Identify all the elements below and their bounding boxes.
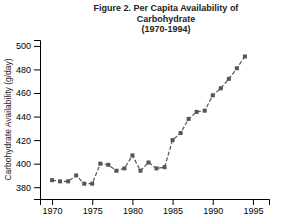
y-axis-line [34,41,41,200]
tick-mark [34,164,40,165]
tick-label: 500 [16,41,31,51]
marker [146,160,150,164]
marker [98,162,102,166]
marker [227,77,231,81]
tick: 480 [16,65,40,75]
marker [243,54,247,58]
x-axis: 1970 1975 1980 1985 1990 1995 [41,199,270,216]
marker [219,86,223,90]
tick: 400 [16,159,40,169]
tick-label: 1990 [203,206,223,216]
marker [82,182,86,186]
tick: 500 [16,41,40,51]
tick: 1990 [203,199,223,216]
tick: 440 [16,112,40,122]
marker [138,169,142,173]
marker [203,109,207,113]
marks [50,54,247,185]
tick-mark [132,199,133,205]
tick-mark [34,140,40,141]
marker [74,173,78,177]
tick: 420 [16,135,40,145]
chart: 1970 1975 1980 1985 1990 1995 380 400 420 440 460 4… [0,0,281,219]
tick-label: 400 [16,159,31,169]
marker [50,178,54,182]
marker [58,179,62,183]
tick-mark [213,199,214,205]
marker [195,110,199,114]
marker [235,66,239,70]
tick-label: 1995 [243,206,263,216]
x-axis-line [41,200,270,206]
tick-mark [34,69,40,70]
marker [122,166,126,170]
tick-label: 480 [16,65,31,75]
tick: 1975 [83,199,103,216]
tick-label: 1975 [83,206,103,216]
tick-label: 420 [16,135,31,145]
tick: 1985 [163,199,183,216]
tick-mark [173,199,174,205]
tick-label: 440 [16,112,31,122]
marker [163,165,167,169]
marker [187,117,191,121]
plot: 1970 1975 1980 1985 1990 1995 380 400 420 440 460 4… [16,41,270,217]
marker [66,179,70,183]
tick-label: 460 [16,88,31,98]
marker [155,166,159,170]
marker [130,153,134,157]
tick-mark [92,199,93,205]
tick-mark [34,117,40,118]
marker [171,138,175,142]
tick: 1980 [123,199,143,216]
tick-mark [34,93,40,94]
tick: 1970 [43,199,63,216]
tick-label: 380 [16,183,31,193]
title-line: Figure 2. Per Capita Availability of [94,3,240,13]
tick-mark [34,46,40,47]
tick: 1995 [243,199,263,216]
tick-mark [52,199,53,205]
title-line: (1970-1994) [141,24,190,34]
tick: 460 [16,88,40,98]
marker [90,182,94,186]
y-axis: 380 400 420 440 460 480 500 [16,41,41,200]
marker [211,93,215,97]
tick-label: 1980 [123,206,143,216]
y-axis-label: Carbohydrate Availability (g/day) [3,58,13,180]
marker [106,163,110,167]
line [52,56,245,183]
tick: 380 [16,183,40,193]
marker [179,131,183,135]
marker [114,169,118,173]
title: Figure 2. Per Capita Availability ofCarb… [94,3,240,34]
title-line: Carbohydrate [137,14,196,24]
tick-label: 1985 [163,206,183,216]
tick-mark [253,199,254,205]
tick-mark [34,187,40,188]
tick-label: 1970 [43,206,63,216]
